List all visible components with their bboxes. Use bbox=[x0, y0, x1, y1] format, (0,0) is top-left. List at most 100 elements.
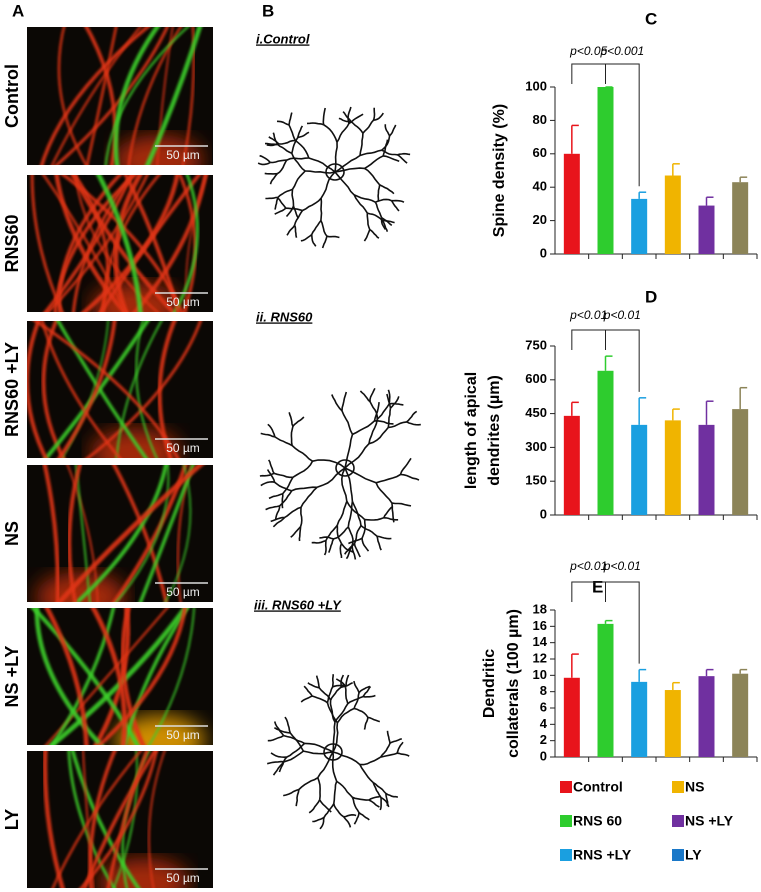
neurite bbox=[115, 321, 163, 458]
dendrite bbox=[305, 170, 336, 174]
neurite bbox=[71, 175, 134, 312]
y-tick-label: 20 bbox=[533, 212, 547, 227]
dendrite bbox=[266, 469, 276, 483]
dendrite bbox=[338, 117, 351, 123]
dendrite bbox=[384, 124, 391, 137]
dendrite bbox=[270, 516, 285, 523]
y-tick-label: 14 bbox=[533, 634, 548, 649]
dendrite bbox=[375, 473, 401, 484]
dendrite bbox=[300, 486, 318, 508]
neurite bbox=[85, 321, 202, 458]
dendrite bbox=[272, 761, 285, 776]
y-tick-label: 12 bbox=[533, 650, 547, 665]
y-tick-label: 0 bbox=[540, 245, 547, 260]
dendrite bbox=[362, 119, 375, 134]
dendrite bbox=[284, 716, 292, 734]
neurite bbox=[74, 175, 159, 312]
neurite bbox=[74, 465, 168, 602]
dendrite bbox=[368, 799, 380, 808]
dendrite bbox=[326, 235, 340, 239]
dendrite bbox=[302, 197, 322, 212]
bar bbox=[664, 175, 681, 254]
dendrite bbox=[268, 136, 280, 145]
dendrite bbox=[296, 125, 304, 138]
dendrite bbox=[358, 685, 371, 694]
legend-swatch bbox=[560, 815, 572, 827]
dendrite bbox=[389, 737, 403, 744]
y-tick-label: 0 bbox=[540, 506, 547, 521]
dendrite bbox=[383, 505, 394, 519]
neurite bbox=[42, 751, 65, 888]
y-tick-label: 150 bbox=[525, 473, 547, 488]
dendrite bbox=[380, 796, 390, 808]
legend-label: RNS 60 bbox=[573, 813, 622, 829]
bar bbox=[732, 409, 749, 515]
neurite bbox=[113, 27, 160, 165]
dendrite bbox=[372, 107, 376, 121]
dendrite bbox=[277, 197, 287, 209]
neurite bbox=[70, 751, 141, 888]
bar bbox=[597, 623, 614, 757]
dendrite bbox=[293, 224, 298, 238]
dendrite bbox=[353, 194, 368, 214]
dendrite bbox=[332, 684, 346, 688]
dendrite bbox=[269, 173, 278, 185]
dendrite bbox=[270, 752, 287, 759]
dendrite bbox=[311, 695, 328, 704]
dendrite bbox=[333, 526, 349, 540]
y-tick-label: 300 bbox=[525, 439, 547, 454]
y-tick-label: 0 bbox=[540, 748, 547, 763]
neurite bbox=[40, 321, 122, 458]
significance-bracket bbox=[605, 581, 640, 664]
dendrite bbox=[388, 421, 407, 429]
micrograph bbox=[27, 608, 213, 745]
dendrite bbox=[353, 707, 369, 718]
dendrite bbox=[326, 702, 339, 724]
dendrite bbox=[362, 686, 372, 698]
bar bbox=[698, 205, 715, 254]
dendrite bbox=[387, 407, 392, 428]
dendrite bbox=[334, 171, 355, 196]
y-tick-label: 8 bbox=[540, 683, 547, 698]
dendrite bbox=[276, 159, 288, 175]
y-tick-label: 750 bbox=[525, 337, 547, 352]
legend-label: Control bbox=[573, 779, 623, 795]
neuron-tracing bbox=[266, 674, 410, 830]
neurite bbox=[90, 608, 127, 745]
y-tick-label: 10 bbox=[533, 667, 547, 682]
dendrite bbox=[306, 122, 324, 126]
row-label: NS +LY bbox=[2, 646, 22, 708]
dendrite bbox=[341, 410, 354, 435]
row-label: RNS60 bbox=[2, 214, 22, 272]
dendrite bbox=[340, 681, 354, 689]
micrograph bbox=[27, 321, 213, 458]
dendrite bbox=[336, 500, 348, 526]
tracing-title: iii. RNS60 +LY bbox=[254, 597, 342, 612]
bar bbox=[664, 690, 681, 757]
row-label: LY bbox=[2, 809, 22, 830]
neurite bbox=[148, 608, 195, 745]
dendrite bbox=[351, 797, 360, 814]
micrograph bbox=[27, 175, 213, 312]
dendrite bbox=[376, 536, 382, 551]
dendrite bbox=[334, 154, 361, 173]
dendrite bbox=[391, 502, 412, 507]
dendrite bbox=[347, 106, 352, 124]
dendrite bbox=[328, 538, 335, 553]
dendrite bbox=[303, 685, 313, 697]
neurite bbox=[50, 608, 116, 745]
dendrite bbox=[383, 517, 399, 521]
neurite bbox=[145, 27, 203, 165]
y-axis-label: collaterals (100 µm) bbox=[505, 609, 522, 758]
dendrite bbox=[277, 188, 293, 198]
dendrite bbox=[268, 492, 283, 500]
bar bbox=[563, 677, 580, 757]
neurite bbox=[32, 321, 180, 458]
scale-label: 50 µm bbox=[166, 585, 200, 599]
dendrite bbox=[312, 459, 346, 469]
annotation: p<0.01 bbox=[569, 308, 607, 322]
dendrite bbox=[385, 792, 399, 798]
dendrite bbox=[286, 157, 309, 161]
dendrite bbox=[334, 167, 365, 173]
dendrite bbox=[304, 742, 334, 753]
